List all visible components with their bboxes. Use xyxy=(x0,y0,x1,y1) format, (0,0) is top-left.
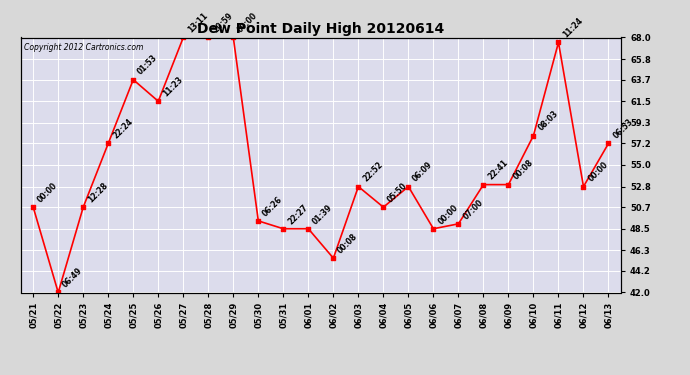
Text: 06:49: 06:49 xyxy=(61,266,84,290)
Text: 20:59: 20:59 xyxy=(211,11,235,35)
Point xyxy=(253,218,264,224)
Text: 06:53: 06:53 xyxy=(611,117,635,141)
Point xyxy=(503,182,514,188)
Text: 08:03: 08:03 xyxy=(536,109,560,133)
Text: 00:00: 00:00 xyxy=(36,181,59,204)
Text: 22:52: 22:52 xyxy=(361,160,384,184)
Text: 00:08: 00:08 xyxy=(511,158,535,182)
Text: 22:24: 22:24 xyxy=(111,117,135,141)
Point xyxy=(203,34,214,40)
Point xyxy=(353,184,364,190)
Point xyxy=(428,226,439,232)
Point xyxy=(403,184,414,190)
Title: Dew Point Daily High 20120614: Dew Point Daily High 20120614 xyxy=(197,22,444,36)
Text: 00:00: 00:00 xyxy=(236,11,259,35)
Point xyxy=(553,39,564,45)
Point xyxy=(603,140,614,146)
Text: 12:28: 12:28 xyxy=(86,181,110,204)
Point xyxy=(128,76,139,82)
Point xyxy=(52,290,63,296)
Text: 07:00: 07:00 xyxy=(461,198,484,221)
Text: 06:09: 06:09 xyxy=(411,160,435,184)
Text: 01:53: 01:53 xyxy=(136,54,159,77)
Text: 11:24: 11:24 xyxy=(561,16,584,40)
Point xyxy=(378,204,389,210)
Text: 22:41: 22:41 xyxy=(486,158,510,182)
Point xyxy=(278,226,289,232)
Point xyxy=(303,226,314,232)
Text: 13:11: 13:11 xyxy=(186,11,210,35)
Point xyxy=(103,140,114,146)
Text: 00:00: 00:00 xyxy=(436,202,460,226)
Text: 00:00: 00:00 xyxy=(586,160,610,184)
Point xyxy=(453,221,464,227)
Text: 00:08: 00:08 xyxy=(336,232,359,255)
Point xyxy=(178,34,189,40)
Point xyxy=(228,34,239,40)
Text: 22:27: 22:27 xyxy=(286,202,310,226)
Text: Copyright 2012 Cartronics.com: Copyright 2012 Cartronics.com xyxy=(23,43,143,52)
Text: 01:39: 01:39 xyxy=(311,202,335,226)
Text: 11:23: 11:23 xyxy=(161,75,184,99)
Text: 06:26: 06:26 xyxy=(261,195,284,218)
Point xyxy=(528,133,539,139)
Point xyxy=(78,204,89,210)
Point xyxy=(28,204,39,210)
Point xyxy=(578,184,589,190)
Text: 05:50: 05:50 xyxy=(386,181,409,204)
Point xyxy=(328,255,339,261)
Point xyxy=(152,98,164,104)
Point xyxy=(478,182,489,188)
